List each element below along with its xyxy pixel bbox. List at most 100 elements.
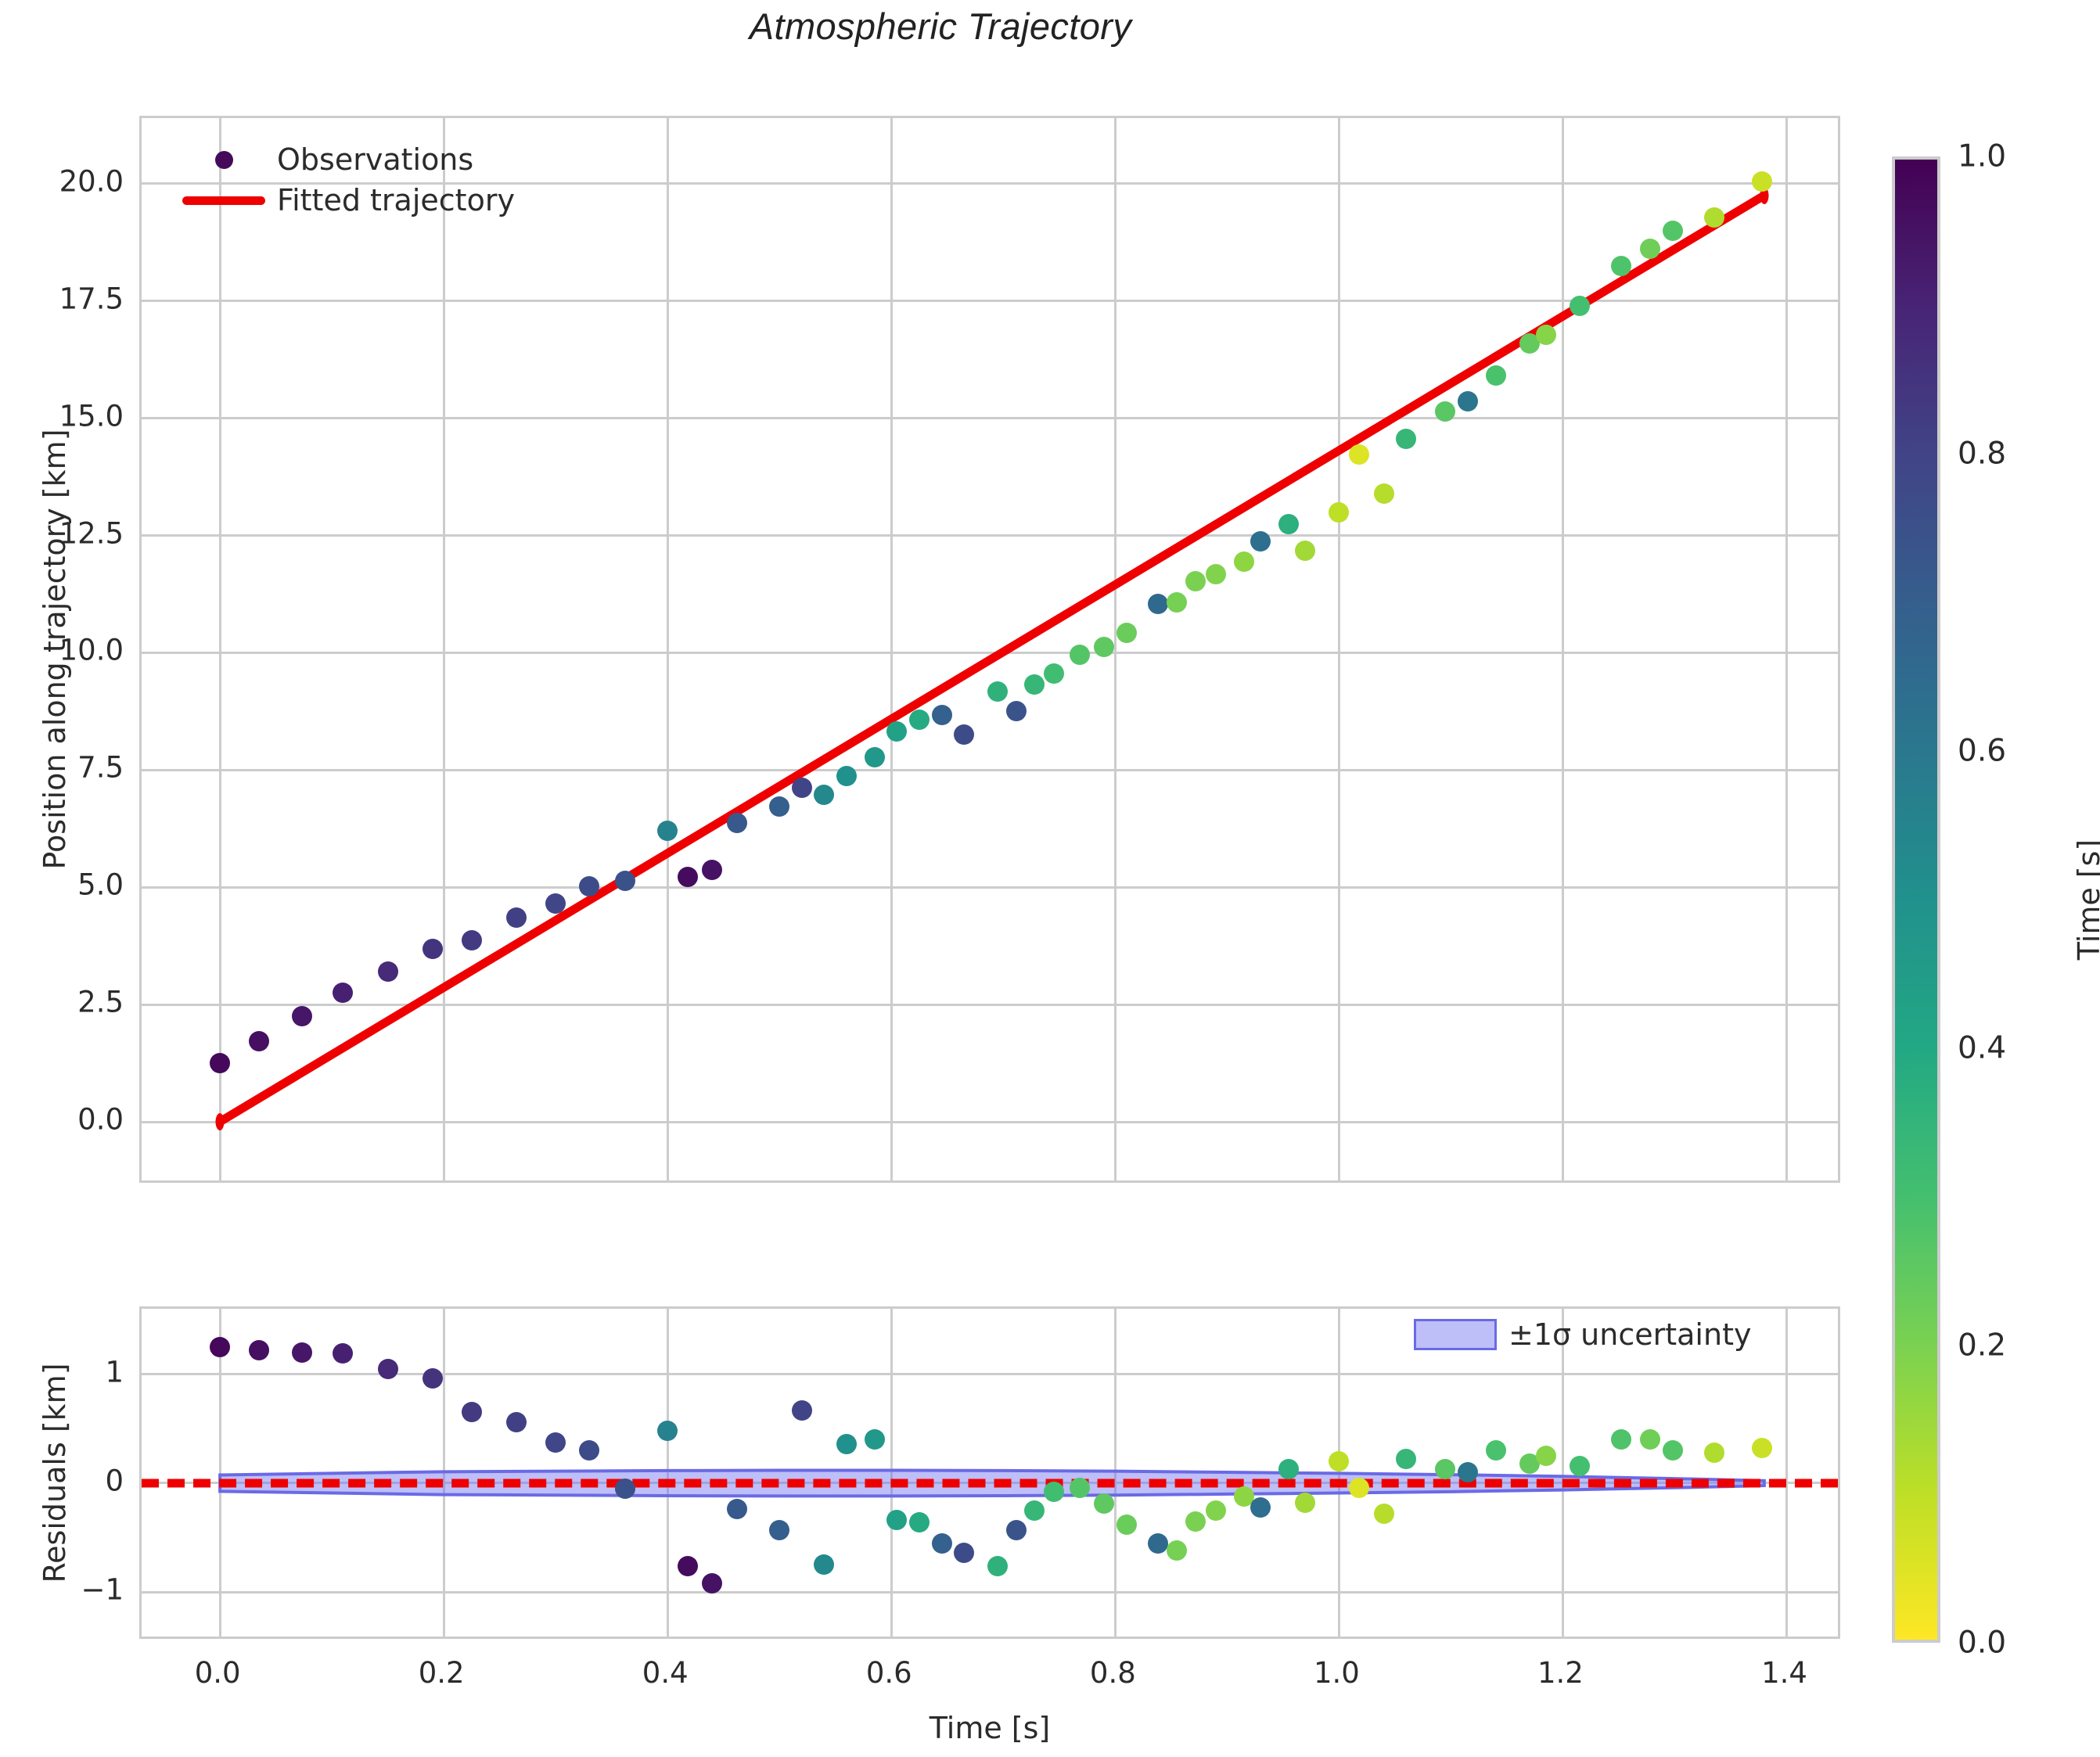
observation-point <box>987 681 1009 702</box>
main-legend: Observations Fitted trajectory <box>171 139 515 221</box>
observation-point <box>1278 514 1300 535</box>
residual-point <box>1569 1455 1590 1476</box>
observation-point <box>1147 593 1168 614</box>
residual-point <box>726 1499 747 1520</box>
observation-point <box>1610 255 1631 276</box>
fitted-trajectory-line <box>218 192 1767 1126</box>
residual-point <box>1610 1429 1631 1450</box>
observation-point <box>1116 623 1137 644</box>
legend-entry: Observations <box>171 139 515 180</box>
observation-point <box>1373 483 1394 504</box>
x-tick-label: 1.2 <box>1537 1656 1584 1690</box>
residual-point <box>1166 1540 1187 1561</box>
residual-point <box>422 1368 443 1389</box>
residual-point <box>1639 1429 1660 1450</box>
observation-point <box>791 778 812 799</box>
gridline-horizontal <box>142 417 1838 420</box>
gridline-vertical <box>1113 118 1117 1180</box>
residual-point <box>377 1358 398 1379</box>
y-tick-label: 20.0 <box>59 164 124 199</box>
x-tick-label: 0.2 <box>418 1656 465 1690</box>
gridline-horizontal <box>142 300 1838 303</box>
observation-point <box>377 961 398 983</box>
observation-point <box>461 930 482 951</box>
gridline-vertical <box>442 118 445 1180</box>
residual-legend: ±1σ uncertainty <box>1402 1314 1751 1355</box>
observation-point <box>1094 637 1115 658</box>
x-axis-label: Time [s] <box>929 1711 1051 1745</box>
gridline-horizontal <box>142 182 1838 185</box>
observation-point <box>954 724 975 746</box>
colorbar-tick-label: 0.4 <box>1958 1030 2007 1066</box>
residual-y-axis-label: Residuals [km] <box>38 1362 72 1583</box>
observation-point <box>1396 429 1417 450</box>
residual-point <box>506 1411 527 1432</box>
x-tick-label: 1.4 <box>1761 1656 1807 1690</box>
observation-point <box>769 796 790 817</box>
observation-point <box>1703 207 1724 228</box>
observation-point <box>657 821 678 842</box>
y-tick-label: 1 <box>105 1355 124 1389</box>
colorbar-label: Time [s] <box>2072 839 2100 961</box>
observation-point <box>291 1006 312 1027</box>
y-tick-label: −1 <box>81 1572 124 1607</box>
observation-point <box>1752 171 1773 192</box>
zero-reference-line <box>142 1479 1838 1488</box>
observation-point <box>1069 645 1090 666</box>
y-tick-label: 10.0 <box>59 633 124 667</box>
y-tick-label: 5.0 <box>77 868 124 902</box>
colorbar <box>1892 156 1940 1643</box>
residual-point <box>210 1336 231 1357</box>
residual-point <box>1206 1500 1227 1521</box>
observation-point <box>1206 563 1227 584</box>
residual-point <box>1094 1493 1115 1514</box>
observation-point <box>1457 391 1478 412</box>
residual-point <box>545 1432 566 1453</box>
residual-point <box>931 1532 952 1554</box>
colorbar-tick-label: 0.0 <box>1958 1625 2007 1661</box>
gridline-vertical <box>1337 118 1340 1180</box>
observation-point <box>836 765 858 786</box>
colorbar-tick-label: 0.2 <box>1958 1328 2007 1364</box>
x-tick-label: 0.6 <box>865 1656 912 1690</box>
gridline-vertical <box>1561 1309 1564 1637</box>
residual-point <box>1069 1477 1090 1498</box>
observation-point <box>1349 444 1370 465</box>
observation-point <box>1250 530 1271 552</box>
legend-marker-icon <box>214 150 233 169</box>
gridline-horizontal <box>142 651 1838 654</box>
observation-point <box>886 721 908 742</box>
residual-point <box>1185 1511 1206 1532</box>
gridline-horizontal <box>142 886 1838 889</box>
legend-label: ±1σ uncertainty <box>1508 1317 1752 1352</box>
residual-point <box>1043 1482 1064 1503</box>
main-y-axis-label: Position along trajectory [km] <box>38 429 72 870</box>
y-tick-label: 17.5 <box>59 282 124 316</box>
observation-point <box>909 709 930 730</box>
residual-point <box>291 1342 312 1363</box>
residual-point <box>791 1399 812 1421</box>
residual-point <box>954 1543 975 1564</box>
gridline-vertical <box>666 118 669 1180</box>
gridline-vertical <box>1561 118 1564 1180</box>
observation-point <box>1435 401 1456 422</box>
gridline-horizontal <box>142 1003 1838 1006</box>
gridline-horizontal <box>142 1120 1838 1123</box>
main-plot-axes <box>139 116 1840 1183</box>
fit-line-cap <box>215 1113 225 1131</box>
gridline-horizontal <box>142 1373 1838 1376</box>
residual-point <box>1396 1449 1417 1470</box>
colorbar-tick-label: 0.6 <box>1958 733 2007 769</box>
residual-point <box>814 1554 835 1576</box>
main-data-layer <box>142 118 1838 1180</box>
x-tick-label: 1.0 <box>1313 1656 1360 1690</box>
observation-point <box>1024 674 1045 695</box>
gridline-horizontal <box>142 768 1838 771</box>
residual-point <box>1006 1519 1027 1540</box>
gridline-vertical <box>218 1309 221 1637</box>
observation-point <box>579 876 600 897</box>
observation-point <box>545 893 566 914</box>
legend-label: Observations <box>277 142 474 177</box>
legend-entry: ±1σ uncertainty <box>1402 1314 1751 1355</box>
